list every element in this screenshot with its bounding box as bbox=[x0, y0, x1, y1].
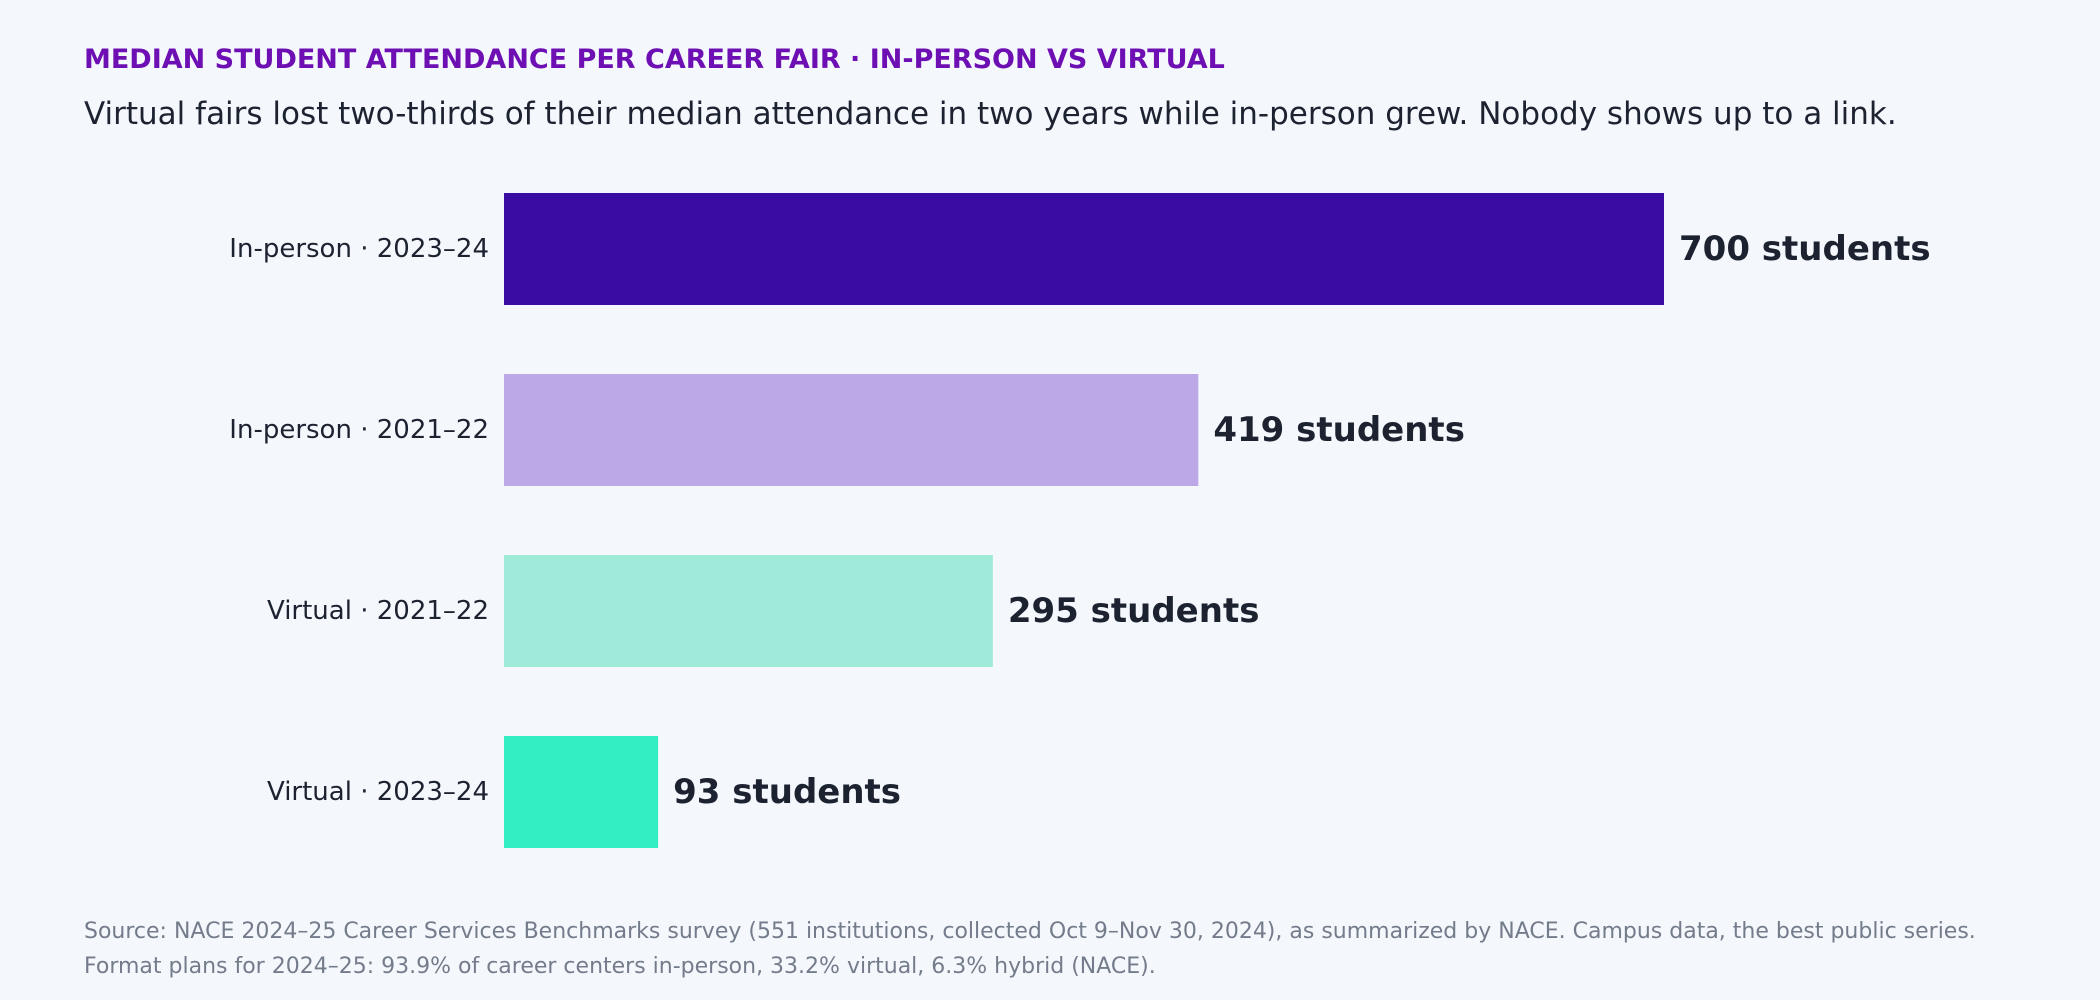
chart-kicker-title: MEDIAN STUDENT ATTENDANCE PER CAREER FAI… bbox=[84, 44, 1225, 75]
value-label: 700 students bbox=[1679, 229, 1931, 269]
category-label: Virtual · 2021–22 bbox=[267, 596, 489, 626]
format-note: Format plans for 2024–25: 93.9% of caree… bbox=[84, 954, 1156, 979]
source-note: Source: NACE 2024–25 Career Services Ben… bbox=[84, 919, 1976, 944]
category-label: In-person · 2021–22 bbox=[229, 415, 489, 445]
category-label: In-person · 2023–24 bbox=[229, 234, 489, 264]
chart-subtitle: Virtual fairs lost two-thirds of their m… bbox=[84, 96, 1897, 132]
bar bbox=[504, 736, 659, 848]
value-label: 93 students bbox=[673, 772, 901, 812]
category-label: Virtual · 2023–24 bbox=[267, 777, 489, 807]
bar bbox=[504, 555, 993, 667]
bar bbox=[504, 374, 1199, 486]
bar-chart: In-person · 2023–24 700 students In-person… bbox=[229, 193, 1931, 848]
chart-footer: Source: NACE 2024–25 Career Services Ben… bbox=[84, 914, 1976, 984]
bar bbox=[504, 193, 1664, 305]
value-label: 419 students bbox=[1213, 410, 1465, 450]
value-label: 295 students bbox=[1008, 591, 1260, 631]
